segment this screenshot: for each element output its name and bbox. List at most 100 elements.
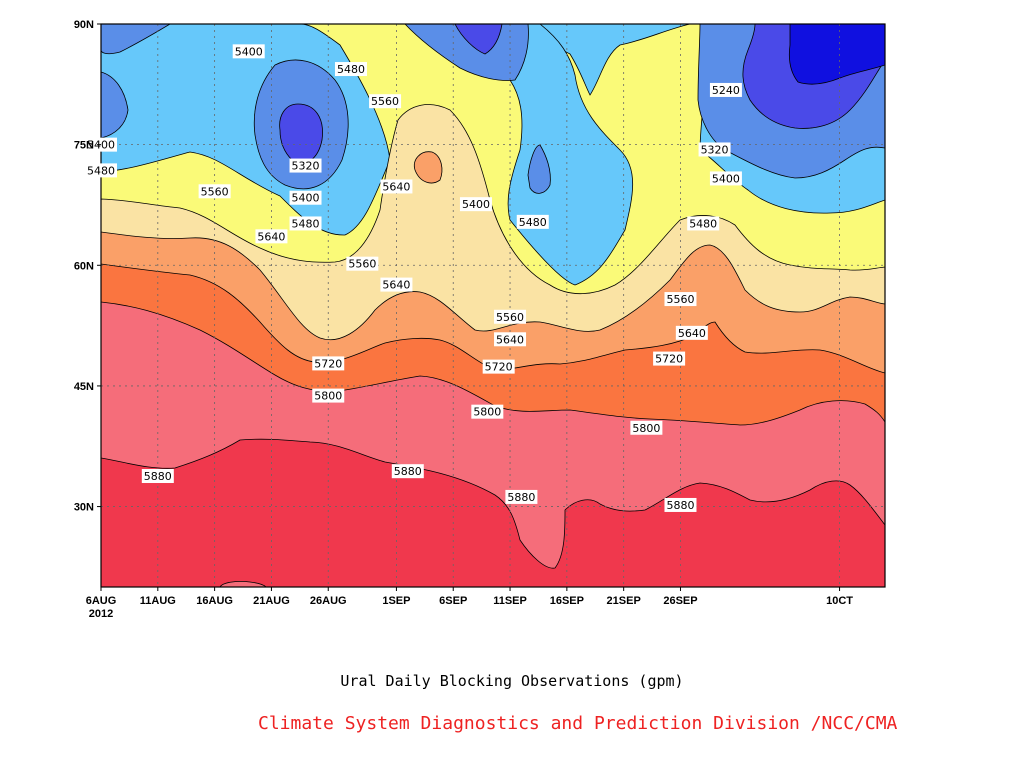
x-axis-ticks: 6AUG 11AUG 16AUG 21AUG 26AUG 1SEP 6SEP 11SEP 16S… [86, 587, 853, 620]
contour-label-bg [687, 216, 720, 231]
contour-label-bg [459, 197, 492, 212]
contour-label: 5320 [289, 158, 322, 173]
contour-label-bg [198, 184, 231, 199]
contour-label-bg [709, 82, 742, 97]
y-tick-label: 30N [74, 502, 94, 514]
contour-label-text: 5800 [473, 406, 501, 419]
contour-label-bg [675, 325, 708, 340]
contour-label: 5400 [459, 197, 492, 212]
contour-label: 5560 [346, 256, 379, 271]
x-tick-label: 21AUG [253, 595, 290, 607]
contour-label: 5560 [369, 94, 402, 109]
contour-label-bg [289, 190, 322, 205]
contour-label-text: 5640 [496, 333, 524, 346]
y-axis-ticks: 30N 45N 60N 75N 90N [74, 19, 101, 514]
contour-label: 5560 [494, 309, 527, 324]
contour-label-bg [312, 388, 345, 403]
contour-label: 5720 [482, 359, 515, 374]
fill-band-5320-5400-left [101, 24, 171, 55]
contour-label-bg [380, 277, 413, 292]
contour-label-text: 5320 [701, 143, 729, 156]
x-tick-label: 11SEP [493, 595, 527, 607]
x-tick-label: 1SEP [382, 595, 410, 607]
fill-band-5240-5320-topcenter [454, 24, 503, 55]
contour-label-bg [698, 142, 731, 157]
contour-label-bg [505, 489, 538, 504]
contour-label-text: 5480 [292, 217, 320, 230]
contour-label-bg [334, 62, 367, 77]
contour-label: 5480 [687, 216, 720, 231]
contour-label-bg [380, 179, 413, 194]
contour-label: 5640 [494, 332, 527, 347]
contour-label: 5720 [653, 351, 686, 366]
contour-label: 5880 [141, 469, 174, 484]
contour-label-bg [494, 332, 527, 347]
contour-label-text: 5720 [314, 357, 342, 370]
contour-label-bg [289, 216, 322, 231]
contour-label-text: 5880 [144, 470, 172, 483]
x-tick-label: 16SEP [550, 595, 584, 607]
contour-label-bg [709, 171, 742, 186]
contour-label: 5800 [630, 420, 663, 435]
contour-label: 5400 [289, 190, 322, 205]
contour-label-text: 5240 [712, 84, 740, 97]
contour-label-text: 5640 [257, 230, 285, 243]
contour-label-text: 5400 [462, 198, 490, 211]
plot-frame [100, 23, 886, 588]
contour-label-bg [369, 94, 402, 109]
contour-label: 5560 [664, 292, 697, 307]
x-tick-label: 6SEP [439, 595, 467, 607]
contour-label-bg [346, 256, 379, 271]
contour-label-text: 5400 [235, 45, 263, 58]
contour-label-bg [653, 351, 686, 366]
fill-blob-5640 [413, 151, 443, 184]
x-tick-label: 10CT [826, 595, 853, 607]
fill-band-5320-5400-leftside [101, 71, 129, 139]
contour-label-bg [255, 229, 288, 244]
contour-label-text: 5560 [371, 95, 399, 108]
contour-label: 5560 [198, 184, 231, 199]
contour-label-bg [516, 214, 549, 229]
contour-label-bg [312, 356, 345, 371]
contour-labels: 5400 5480 5560 5640 5400 5320 5400 5480 5560 5640… [85, 44, 742, 512]
contour-label-text: 5560 [496, 311, 524, 324]
contour-label: 5480 [516, 214, 549, 229]
contour-label-text: 5880 [666, 499, 694, 512]
contour-fills [101, 24, 885, 587]
contour-label: 5640 [675, 325, 708, 340]
contour-label: 5720 [312, 356, 345, 371]
contour-label-text: 5800 [632, 422, 660, 435]
contour-label: 5880 [505, 489, 538, 504]
contour-label: 5880 [664, 497, 697, 512]
x-tick-label: 26AUG [310, 595, 347, 607]
contour-label-text: 5480 [689, 217, 717, 230]
contour-label-text: 5800 [314, 390, 342, 403]
fill-band-above-5880 [101, 438, 885, 587]
contour-label-bg [664, 497, 697, 512]
contour-label: 5400 [709, 171, 742, 186]
contour-label: 5400 [232, 44, 265, 59]
contour-label-bg [482, 359, 515, 374]
contour-label-text: 5640 [382, 279, 410, 292]
contour-label-bg [85, 163, 117, 178]
contour-label-bg [391, 464, 424, 479]
y-tick-label: 45N [74, 381, 94, 393]
contour-label: 5800 [312, 388, 345, 403]
contour-label-text: 5560 [666, 293, 694, 306]
contour-label-text: 5560 [348, 258, 376, 271]
contour-label: 5480 [85, 163, 117, 178]
x-tick-label: 21SEP [607, 595, 641, 607]
contour-label-bg [471, 404, 504, 419]
x-tick-label: 11AUG [140, 595, 176, 607]
contour-label-text: 5480 [87, 164, 115, 177]
contour-label: 5800 [471, 404, 504, 419]
contour-label: 5480 [289, 216, 322, 231]
contour-label: 5240 [709, 82, 742, 97]
x-tick-label: 6AUG [86, 595, 117, 607]
contour-label-text: 5640 [678, 327, 706, 340]
contour-label-text: 5640 [382, 180, 410, 193]
contour-label-bg [630, 420, 663, 435]
contour-label-text: 5480 [337, 63, 365, 76]
fill-band-below-5240-topright [788, 24, 885, 85]
